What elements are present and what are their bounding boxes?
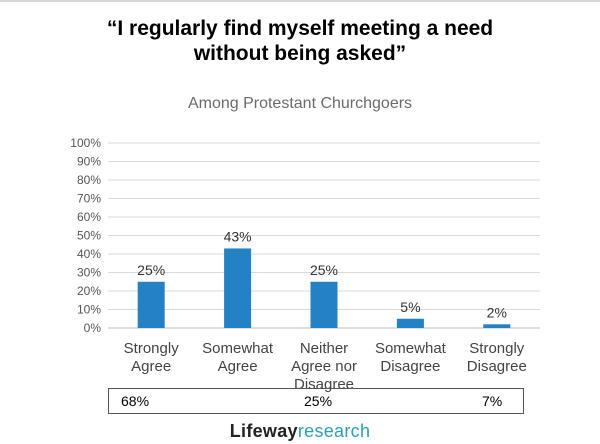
data-label: 43% — [224, 228, 252, 244]
x-tick-label: Strongly — [124, 340, 180, 357]
bar — [483, 324, 511, 328]
summary-disagree-total: 7% — [482, 393, 503, 409]
x-tick-label: Disagree — [380, 358, 440, 375]
y-tick-label: 0% — [84, 321, 102, 335]
bar — [396, 318, 424, 328]
bar — [224, 248, 252, 328]
chart-title-line-2: without being asked” — [193, 42, 407, 65]
y-tick-label: 70% — [77, 192, 101, 206]
y-tick-label: 30% — [77, 266, 101, 280]
x-tick-label: Somewhat — [202, 340, 274, 357]
x-tick-label: Agree — [131, 358, 171, 375]
x-tick-label: Somewhat — [375, 340, 447, 357]
y-tick-label: 50% — [77, 229, 101, 243]
y-tick-label: 90% — [77, 155, 101, 169]
bar — [137, 281, 165, 328]
x-tick-label: Strongly — [469, 340, 525, 357]
x-tick-label: Agree — [218, 358, 258, 375]
top-border — [0, 0, 600, 2]
data-label: 5% — [400, 299, 420, 315]
summary-agree-total: 68% — [121, 393, 150, 409]
data-label: 25% — [310, 262, 338, 278]
x-tick-label: Agree nor — [291, 358, 357, 375]
data-label: 25% — [137, 262, 165, 278]
logo-text-lifeway: Lifeway — [229, 421, 298, 441]
x-tick-label: Disagree — [467, 358, 527, 375]
summary-box: 68% 25% 7% — [108, 388, 524, 414]
y-tick-label: 10% — [77, 303, 101, 317]
chart-title: “I regularly find myself meeting a need … — [0, 16, 600, 66]
chart-subtitle: Among Protestant Churchgoers — [187, 95, 413, 112]
y-tick-label: 60% — [77, 210, 101, 224]
x-tick-label: Neither — [300, 340, 348, 357]
bar — [310, 281, 338, 328]
y-tick-label: 80% — [77, 173, 101, 187]
summary-neutral-total: 25% — [304, 393, 333, 409]
lifeway-research-logo: Lifewayresearch — [0, 421, 600, 442]
y-tick-label: 100% — [70, 136, 101, 150]
chart-title-line-1: “I regularly find myself meeting a need — [106, 17, 494, 40]
y-tick-label: 20% — [77, 284, 101, 298]
data-label: 2% — [487, 304, 507, 320]
y-tick-label: 40% — [77, 247, 101, 261]
logo-text-research: research — [297, 421, 371, 441]
